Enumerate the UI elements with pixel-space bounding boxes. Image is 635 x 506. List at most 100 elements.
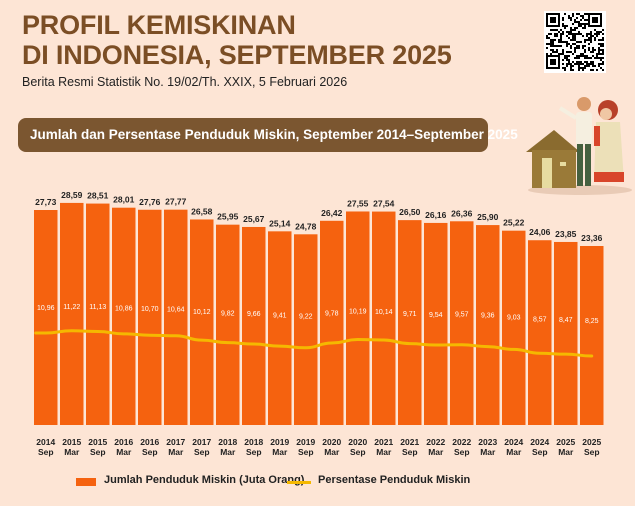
title-line-2: DI INDONESIA, SEPTEMBER 2025	[22, 40, 452, 70]
bar	[242, 226, 266, 425]
percent-value-label: 9,82	[221, 310, 235, 317]
bar	[528, 240, 552, 425]
x-tick-period: Sep	[532, 447, 548, 457]
x-tick-year: 2022	[426, 437, 445, 447]
bar-value-label: 25,22	[503, 218, 525, 228]
x-tick-year: 2017	[192, 437, 211, 447]
x-tick-year: 2015	[88, 437, 107, 447]
chart-title: Jumlah dan Persentase Penduduk Miskin, S…	[30, 127, 518, 142]
x-tick-period: Sep	[402, 447, 418, 457]
bar	[554, 241, 578, 425]
x-tick-year: 2018	[244, 437, 263, 447]
bar	[112, 207, 136, 425]
bar-value-label: 24,06	[529, 227, 551, 237]
x-tick-period: Sep	[142, 447, 158, 457]
x-tick-year: 2023	[478, 437, 497, 447]
x-tick-period: Sep	[246, 447, 262, 457]
percent-value-label: 8,25	[585, 318, 599, 325]
bar	[190, 219, 214, 425]
x-tick-period: Mar	[168, 447, 184, 457]
bar-value-label: 23,85	[555, 229, 577, 239]
x-tick-period: Sep	[38, 447, 54, 457]
x-tick-period: Mar	[480, 447, 496, 457]
percent-value-label: 9,54	[429, 312, 443, 319]
x-tick-period: Mar	[272, 447, 288, 457]
x-tick-period: Mar	[428, 447, 444, 457]
legend-line-swatch	[287, 481, 311, 484]
legend-bar-label: Jumlah Penduduk Miskin (Juta Orang)	[104, 474, 305, 486]
x-tick-year: 2021	[400, 437, 419, 447]
bar-value-label: 25,95	[217, 212, 239, 222]
x-tick-year: 2017	[166, 437, 185, 447]
bar	[346, 211, 370, 425]
percent-value-label: 10,64	[167, 307, 185, 314]
subtitle: Berita Resmi Statistik No. 19/02/Th. XXI…	[22, 75, 348, 89]
family-house-illustration-icon	[526, 97, 632, 195]
title-line-1: PROFIL KEMISKINAN	[22, 10, 296, 40]
x-tick-year: 2024	[504, 437, 523, 447]
x-tick-period: Mar	[376, 447, 392, 457]
x-tick-year: 2025	[582, 437, 601, 447]
percent-value-label: 9,71	[403, 311, 417, 318]
x-tick-year: 2024	[530, 437, 549, 447]
percentage-line	[34, 329, 594, 358]
x-tick-period: Sep	[454, 447, 470, 457]
percent-value-label: 10,86	[115, 305, 133, 312]
bar-value-label: 24,78	[295, 221, 317, 231]
bar-value-label: 26,58	[191, 206, 213, 216]
x-tick-period: Sep	[298, 447, 314, 457]
legend-bar-swatch	[76, 478, 96, 486]
percent-value-label: 10,12	[193, 309, 211, 316]
bar	[372, 211, 396, 425]
x-tick-period: Sep	[194, 447, 210, 457]
bar-value-label: 28,59	[61, 190, 83, 200]
bar-value-label: 25,90	[477, 212, 499, 222]
bar-value-label: 27,55	[347, 198, 369, 208]
bar	[580, 246, 604, 425]
percent-value-label: 10,96	[37, 305, 55, 312]
percent-value-label: 10,14	[375, 309, 393, 316]
page-title: PROFIL KEMISKINAN DI INDONESIA, SEPTEMBE…	[22, 10, 452, 70]
bar-value-label: 26,36	[451, 208, 473, 218]
bar-value-label: 25,67	[243, 214, 265, 224]
bar	[320, 220, 344, 425]
bar-value-label: 27,77	[165, 197, 187, 207]
x-tick-year: 2019	[296, 437, 315, 447]
bar-value-label: 27,54	[373, 199, 395, 209]
x-tick-period: Mar	[220, 447, 236, 457]
bar	[502, 230, 526, 425]
percent-value-label: 11,13	[89, 304, 106, 311]
percent-value-label: 10,70	[141, 306, 159, 313]
percent-value-label: 9,41	[273, 312, 287, 319]
x-tick-year: 2015	[62, 437, 81, 447]
percent-value-label: 11,22	[63, 304, 80, 311]
bar-value-label: 26,16	[425, 210, 447, 220]
bar	[294, 234, 318, 425]
percent-value-label: 9,66	[247, 311, 261, 318]
x-tick-period: Sep	[584, 447, 600, 457]
bar	[60, 202, 84, 425]
x-tick-period: Sep	[350, 447, 366, 457]
bar	[138, 209, 162, 425]
bar	[398, 220, 422, 425]
percent-value-label: 9,78	[325, 311, 339, 318]
qr-code-icon	[544, 11, 606, 73]
bar-value-label: 25,14	[269, 218, 291, 228]
x-tick-period: Mar	[558, 447, 574, 457]
x-tick-period: Mar	[324, 447, 340, 457]
x-tick-year: 2020	[322, 437, 341, 447]
x-tick-year: 2018	[218, 437, 237, 447]
percent-value-label: 9,36	[481, 313, 495, 320]
bar	[216, 224, 240, 425]
bar-value-label: 28,51	[87, 191, 109, 201]
x-tick-period: Mar	[64, 447, 80, 457]
x-tick-year: 2019	[270, 437, 289, 447]
bar-value-label: 28,01	[113, 195, 135, 205]
legend-line-label: Persentase Penduduk Miskin	[318, 474, 471, 486]
x-tick-year: 2022	[452, 437, 471, 447]
x-tick-year: 2014	[36, 437, 55, 447]
bar	[424, 222, 448, 425]
bar-value-label: 27,76	[139, 197, 161, 207]
bar	[476, 225, 500, 425]
bar	[450, 221, 474, 425]
